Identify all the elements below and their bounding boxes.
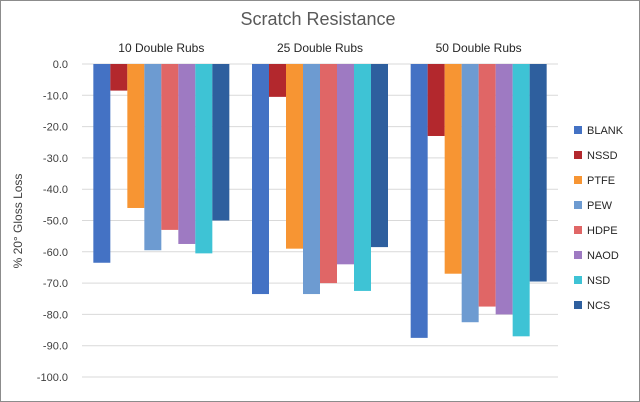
bar-blank-2 — [252, 64, 269, 295]
category-label: 25 Double Rubs — [277, 41, 363, 55]
bar-ptfe-2 — [286, 64, 303, 249]
legend-swatch — [574, 151, 582, 159]
bar-blank-1 — [93, 64, 111, 263]
y-tick-label: -50.0 — [43, 216, 68, 228]
legend-label: NSD — [587, 275, 610, 287]
bar-hdpe-1 — [161, 64, 179, 230]
y-tick-label: -40.0 — [43, 184, 68, 196]
chart-title: Scratch Resistance — [240, 9, 395, 29]
y-tick-label: -20.0 — [43, 122, 68, 134]
bar-ptfe-3 — [444, 64, 462, 274]
legend-swatch — [574, 251, 582, 259]
y-axis-label: % 20° Gloss Loss — [11, 174, 25, 269]
bar-ncs-3 — [529, 64, 547, 282]
y-axis-ticks: 0.0 -10.0 -20.0 -30.0 -40.0 -50.0 -60.0 -70.0 -8… — [37, 59, 68, 384]
category-label: 50 Double Rubs — [436, 41, 522, 55]
y-tick-label: -80.0 — [43, 309, 68, 321]
legend-label: NAOD — [587, 250, 619, 262]
bar-hdpe-3 — [478, 64, 496, 307]
bar-nssd-1 — [110, 64, 128, 91]
y-tick-label: 0.0 — [53, 59, 68, 71]
legend-swatch — [574, 126, 582, 134]
legend-label: NSSD — [587, 150, 618, 162]
legend-swatch — [574, 201, 582, 209]
legend-swatch — [574, 301, 582, 309]
category-labels: 10 Double Rubs 25 Double Rubs 50 Double Ru… — [118, 41, 521, 55]
legend: BLANK NSSD PTFE PEW HDPE NAOD NSD NCS — [574, 125, 624, 312]
bar-naod-3 — [495, 64, 513, 315]
legend-swatch — [574, 276, 582, 284]
bar-pew-2 — [303, 64, 320, 295]
bar-ncs-1 — [212, 64, 230, 221]
legend-label: BLANK — [587, 125, 624, 137]
bar-naod-1 — [178, 64, 196, 244]
bar-nsd-2 — [354, 64, 371, 291]
bar-ncs-2 — [371, 64, 388, 248]
legend-swatch — [574, 176, 582, 184]
y-tick-label: -90.0 — [43, 341, 68, 353]
legend-label: PTFE — [587, 175, 615, 187]
bar-pew-1 — [144, 64, 162, 251]
bar-nsd-1 — [195, 64, 213, 254]
legend-label: NCS — [587, 300, 610, 312]
bar-nssd-2 — [269, 64, 286, 97]
y-tick-label: -10.0 — [43, 90, 68, 102]
legend-label: HDPE — [587, 225, 618, 237]
bar-blank-3 — [410, 64, 428, 338]
legend-swatch — [574, 226, 582, 234]
y-tick-label: -30.0 — [43, 153, 68, 165]
y-tick-label: -60.0 — [43, 247, 68, 259]
y-tick-label: -70.0 — [43, 278, 68, 290]
bar-nssd-3 — [427, 64, 445, 136]
legend-label: PEW — [587, 200, 613, 212]
bar-naod-2 — [337, 64, 354, 265]
bars — [93, 64, 547, 338]
bar-ptfe-1 — [127, 64, 145, 208]
bar-hdpe-2 — [320, 64, 337, 284]
y-tick-label: -100.0 — [37, 372, 68, 384]
bar-pew-3 — [461, 64, 479, 323]
bar-nsd-3 — [512, 64, 530, 337]
category-label: 10 Double Rubs — [118, 41, 204, 55]
